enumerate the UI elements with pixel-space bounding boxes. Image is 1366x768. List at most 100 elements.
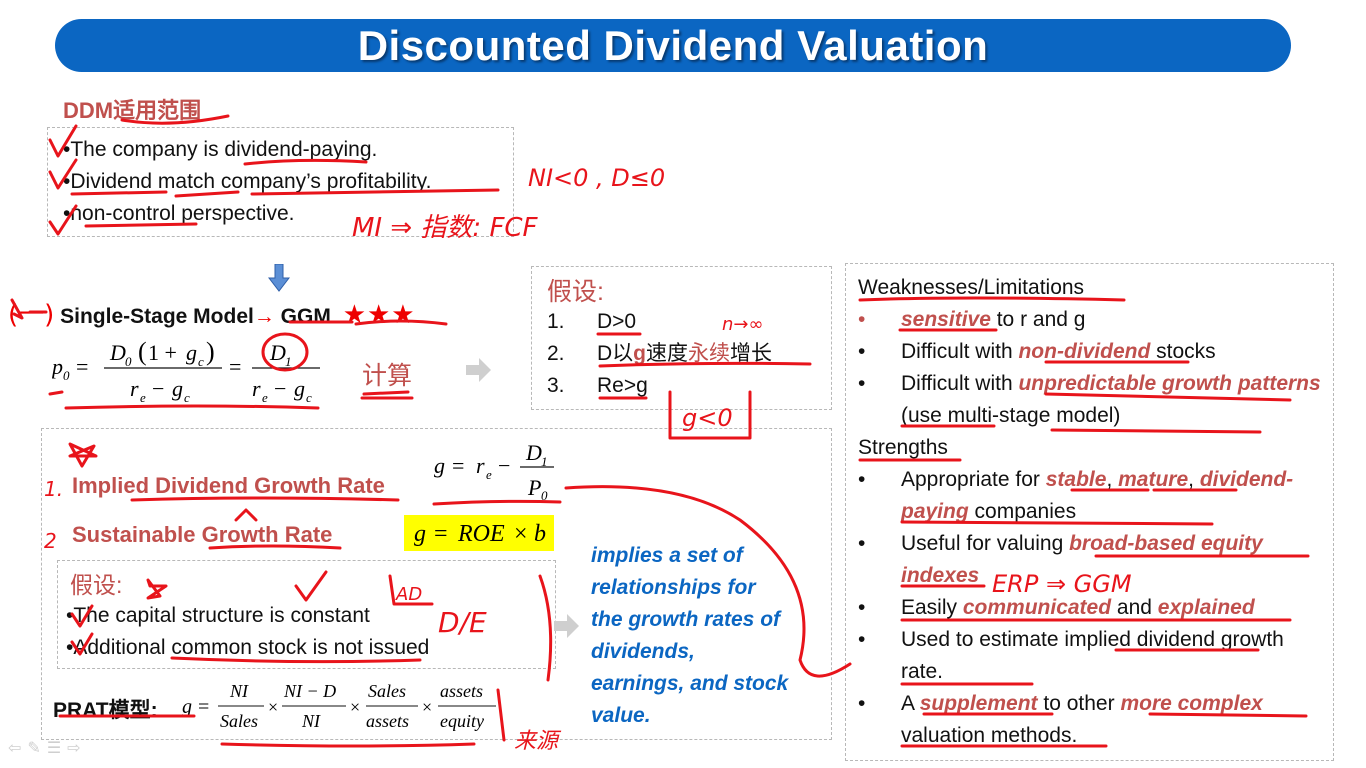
list-item: •Additional common stock is not issued — [66, 636, 430, 659]
svg-text:0: 0 — [125, 354, 132, 369]
svg-text:P: P — [527, 475, 541, 500]
svg-text:(: ( — [138, 337, 147, 366]
assumptions-list: 1. D>0 2. D以g速度永续增长 3. Re>g — [547, 306, 772, 402]
page-title: Discounted Dividend Valuation — [357, 21, 989, 69]
implied-growth-label: Implied Dividend Growth Rate — [72, 473, 385, 498]
svg-text:Sales: Sales — [220, 711, 258, 731]
ddm-box — [47, 127, 514, 237]
sgr-assumptions-heading: 假设: — [70, 572, 123, 598]
list-item: • Easily communicated and explained — [858, 596, 1255, 619]
svg-text:0: 0 — [541, 488, 548, 503]
svg-text:g: g — [414, 521, 426, 547]
arrow-left-icon[interactable]: ⇦ — [8, 740, 28, 757]
weaknesses-heading: Weaknesses/Limitations — [858, 276, 1085, 299]
sustainable-g-formula: g = ROE × b — [404, 515, 554, 551]
calc-label: 计算 — [362, 362, 413, 390]
sustainable-growth-label: Sustainable Growth Rate — [72, 522, 333, 547]
sgr-assumptions-box — [57, 560, 556, 669]
slide-nav: ⇦✎☰⇨ — [8, 738, 87, 758]
svg-text:ROE: ROE — [457, 521, 505, 547]
svg-text:): ) — [206, 337, 215, 366]
ink-underline — [220, 742, 476, 748]
list-item: 1. D>0 — [547, 310, 637, 333]
svg-text:NI: NI — [229, 681, 249, 701]
section-number: (一) — [8, 300, 55, 330]
single-stage-label: Single-Stage Model — [60, 305, 254, 328]
list-item: •Dividend match company’s profitability. — [63, 170, 432, 193]
svg-text:g: g — [434, 453, 445, 478]
svg-text:e: e — [486, 467, 492, 482]
list-item: • A supplement to other more complex valu… — [858, 692, 1263, 747]
ggm-row: (一) Single-Stage Model→ GGM ★★★ — [8, 294, 416, 331]
svg-text:=: = — [198, 696, 209, 718]
assumptions-heading: 假设: — [547, 278, 604, 306]
list-item: •The company is dividend-paying. — [63, 138, 378, 161]
list-item: 3. Re>g — [547, 374, 648, 397]
ddm-heading: DDM适用范围 — [63, 98, 202, 123]
svg-text:D: D — [269, 340, 286, 365]
growth-relationships-note: implies a set of relationships for the g… — [591, 544, 789, 727]
svg-text:×: × — [514, 521, 528, 547]
list-item: • Difficult with unpredictable growth pat… — [858, 372, 1321, 427]
svg-text:e: e — [262, 390, 268, 405]
svg-text:g: g — [172, 376, 183, 401]
down-arrow-icon — [268, 264, 290, 292]
svg-text:p: p — [52, 354, 63, 379]
prat-label: PRAT模型: — [53, 699, 158, 722]
list-item: •non-control perspective. — [63, 202, 295, 225]
list-item: • Useful for valuing broad-based equity i… — [858, 532, 1263, 587]
svg-text:c: c — [184, 390, 190, 405]
gray-arrow-icon — [554, 614, 579, 638]
svg-text:0: 0 — [63, 368, 70, 383]
svg-text:×: × — [422, 697, 432, 717]
svg-text:Sales: Sales — [368, 681, 406, 701]
svg-text:equity: equity — [440, 711, 484, 731]
svg-text:r: r — [476, 453, 485, 478]
pen-icon[interactable]: ✎ — [27, 740, 47, 757]
list-item: 2. D以g速度永续增长 — [547, 342, 772, 365]
title-banner: Discounted Dividend Valuation — [55, 19, 1291, 72]
svg-text:−: − — [274, 376, 286, 401]
list-item: • sensitive to r and g — [858, 308, 1086, 331]
svg-text:assets: assets — [366, 711, 409, 731]
ni-note: NI<0 , D≤0 — [528, 164, 665, 192]
svg-text:1: 1 — [285, 354, 292, 369]
svg-text:−: − — [498, 453, 510, 478]
svg-text:×: × — [268, 697, 278, 717]
list-item: • Appropriate for stable, mature, dividen… — [858, 468, 1294, 523]
svg-text:NI − D: NI − D — [283, 681, 336, 701]
strengths-heading: Strengths — [858, 436, 948, 459]
svg-text:g: g — [182, 696, 192, 718]
svg-text:=: = — [76, 354, 88, 379]
svg-text:D: D — [525, 440, 542, 465]
prat-formula: g = NI Sales × NI − D NI × Sales assets … — [182, 681, 496, 731]
ggm-label: GGM — [280, 305, 331, 328]
svg-text:g: g — [186, 340, 197, 365]
menu-icon[interactable]: ☰ — [46, 740, 68, 757]
sgr-assumptions-list: •The capital structure is constant •Addi… — [66, 600, 429, 664]
svg-text:b: b — [534, 521, 546, 547]
svg-text:D: D — [109, 340, 126, 365]
svg-text:c: c — [198, 354, 204, 369]
svg-text:=: = — [434, 521, 448, 547]
list-item: •The capital structure is constant — [66, 604, 370, 627]
svg-text:=: = — [229, 354, 241, 379]
svg-text:×: × — [350, 697, 360, 717]
list-item: • Used to estimate implied dividend growt… — [858, 628, 1284, 683]
svg-text:r: r — [130, 376, 139, 401]
gray-arrow-icon — [466, 358, 491, 382]
strengths-weaknesses-content: Weaknesses/Limitations • sensitive to r a… — [858, 272, 1328, 752]
svg-text:1 +: 1 + — [148, 340, 177, 365]
svg-text:−: − — [152, 376, 164, 401]
svg-text:c: c — [306, 390, 312, 405]
svg-text:=: = — [452, 453, 464, 478]
ink-underline — [360, 390, 414, 400]
arrow-icon: → — [253, 305, 275, 328]
svg-text:g: g — [294, 376, 305, 401]
ddm-list: •The company is dividend-paying. •Divide… — [63, 134, 431, 230]
svg-text:e: e — [140, 390, 146, 405]
arrow-right-icon[interactable]: ⇨ — [67, 740, 87, 757]
list-item: • Difficult with non-dividend stocks — [858, 340, 1216, 363]
